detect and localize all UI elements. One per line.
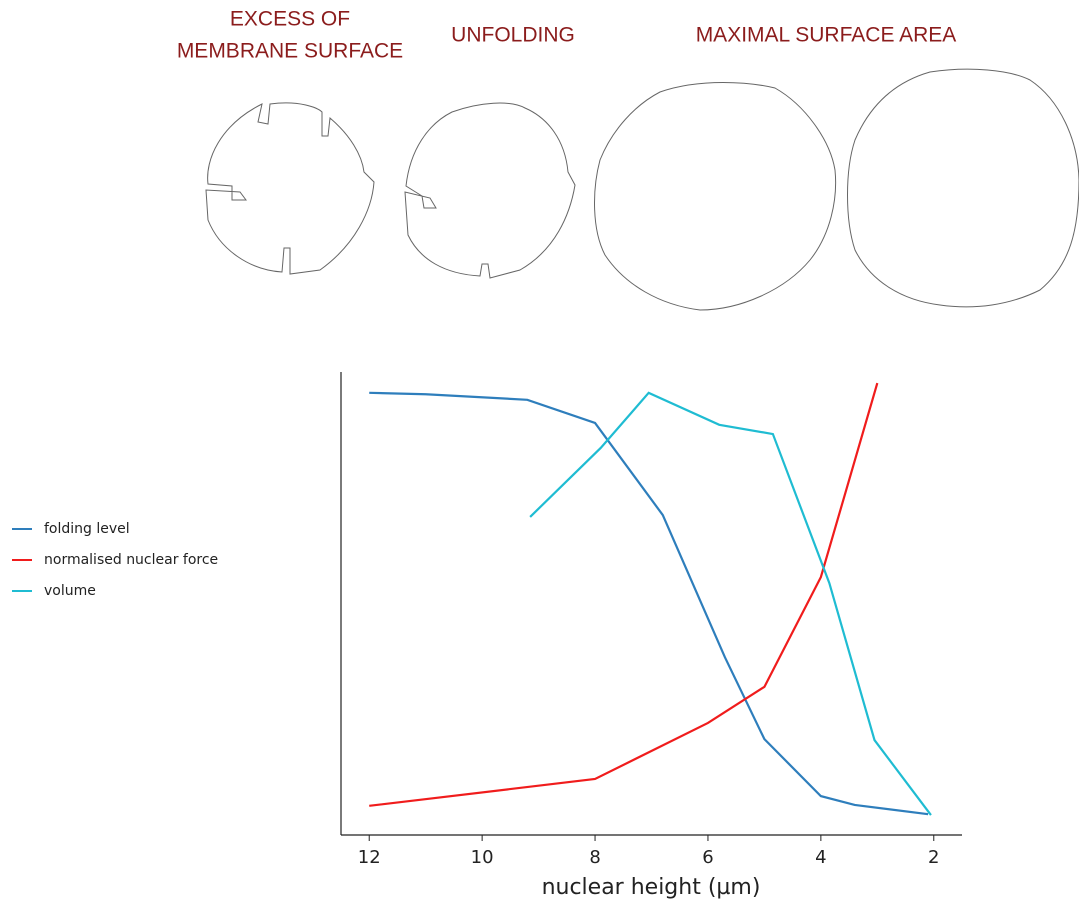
- nucleus-outline: [847, 68, 1079, 308]
- x-tick-label: 2: [928, 847, 939, 868]
- x-tick-label: 8: [589, 847, 600, 868]
- x-tick-label: 10: [471, 847, 494, 868]
- annotation: MAXIMAL SURFACE AREA: [696, 24, 957, 47]
- nucleus-outline: [594, 82, 837, 311]
- x-tick-label: 4: [815, 847, 826, 868]
- x-tick-label: 12: [358, 847, 381, 868]
- line: [529, 391, 932, 816]
- x-axis-label: nuclear height (µm): [542, 875, 761, 900]
- line: [369, 391, 929, 816]
- legend-label: volume: [44, 583, 96, 599]
- annotation: EXCESS OF: [230, 8, 350, 31]
- nucleus-outline: [205, 102, 375, 275]
- annotation: MEMBRANE SURFACE: [177, 40, 403, 63]
- legend-label: folding level: [44, 521, 130, 537]
- line: [369, 382, 879, 807]
- nucleus-outlines: [205, 68, 1079, 311]
- annotation: UNFOLDING: [451, 24, 575, 47]
- legend-label: normalised nuclear force: [44, 552, 218, 568]
- x-tick-label: 6: [702, 847, 713, 868]
- nucleus-outline: [404, 102, 576, 279]
